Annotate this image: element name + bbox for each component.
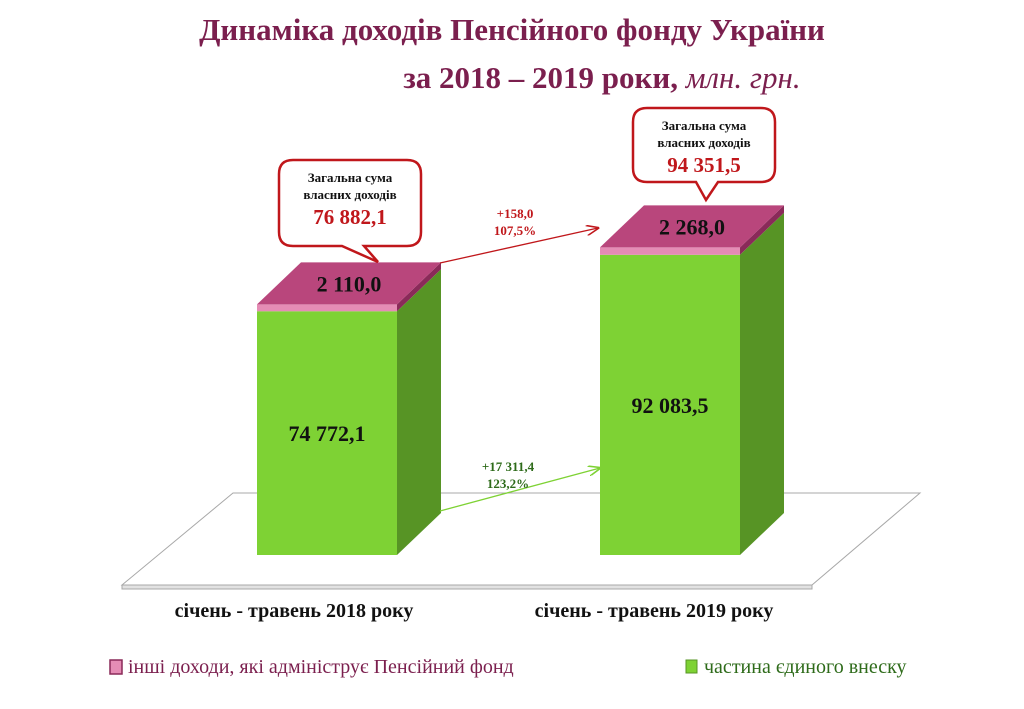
legend-label-other-income: інші доходи, які адмініструє Пенсійний ф… (128, 656, 514, 678)
value-label-unified: 74 772,1 (289, 421, 366, 446)
bar-other-income-top (257, 262, 441, 305)
legend-swatch-unified-contribution (685, 659, 698, 674)
value-label-other: 2 268,0 (659, 214, 725, 239)
total-caption-line1: Загальна сума (308, 170, 393, 185)
chart-unit: млн. грн. (685, 60, 801, 95)
chart-floor (120, 492, 922, 586)
bar-unified-contribution (600, 254, 740, 555)
chart-subtitle: за 2018 – 2019 роки, млн. грн. (90, 60, 1024, 96)
bar-unified-contribution-side (397, 269, 441, 555)
bar-other-income-top (600, 205, 784, 248)
total-value-label: 76 882,1 (313, 205, 387, 229)
bar-other-income-side (740, 205, 784, 255)
total-caption-line2: власних доходів (657, 135, 750, 150)
x-tick-label: січень - травень 2019 року (535, 600, 774, 622)
value-label-unified: 92 083,5 (632, 393, 709, 418)
legend-label-unified-contribution: частина єдиного внеску (704, 656, 907, 678)
total-value-label: 94 351,5 (667, 153, 741, 177)
x-tick-label: січень - травень 2018 року (175, 600, 414, 622)
growth-unified-percent: 123,2% (487, 476, 529, 491)
total-caption-line2: власних доходів (303, 187, 396, 202)
value-label-other: 2 110,0 (317, 271, 382, 296)
total-caption-line1: Загальна сума (662, 118, 747, 133)
bar-unified-contribution (257, 311, 397, 555)
bar-unified-contribution-side (740, 212, 784, 555)
chart-title: Динаміка доходів Пенсійного фонду Україн… (199, 12, 825, 47)
growth-unified-absolute: +17 311,4 (482, 459, 535, 474)
chart-floor-edge (121, 584, 813, 590)
growth-arrow-other (439, 228, 598, 264)
total-callout (277, 158, 423, 264)
growth-arrow-unified (439, 468, 600, 512)
bar-other-income-side (397, 262, 441, 312)
growth-other-absolute: +158,0 (497, 206, 534, 221)
legend-swatch-other-income (109, 659, 123, 675)
total-callout (631, 106, 777, 203)
chart-subtitle-years: за 2018 – 2019 роки, (403, 60, 678, 95)
growth-other-percent: 107,5% (494, 223, 536, 238)
bar-other-income (600, 247, 740, 255)
bar-other-income (257, 304, 397, 312)
